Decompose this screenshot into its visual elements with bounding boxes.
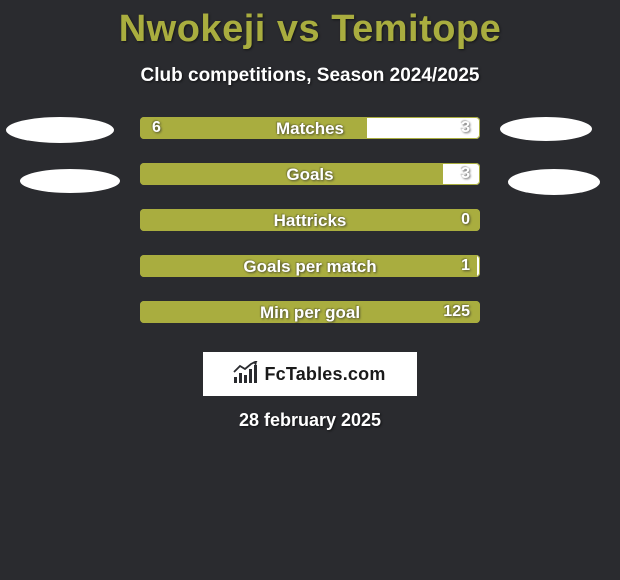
date-text: 28 february 2025 xyxy=(0,410,620,431)
stat-label: Min per goal xyxy=(140,303,480,323)
stat-row: 125Min per goal xyxy=(0,301,620,347)
stat-label: Matches xyxy=(140,119,480,139)
stat-row: 1Goals per match xyxy=(0,255,620,301)
stat-label: Goals per match xyxy=(140,257,480,277)
chart-icon xyxy=(234,365,258,383)
logo-box: FcTables.com xyxy=(203,352,417,396)
stat-row: 3Goals xyxy=(0,163,620,209)
stat-row: 0Hattricks xyxy=(0,209,620,255)
page-title: Nwokeji vs Temitope xyxy=(0,0,620,51)
subtitle: Club competitions, Season 2024/2025 xyxy=(0,65,620,87)
stat-label: Hattricks xyxy=(140,211,480,231)
stat-label: Goals xyxy=(140,165,480,185)
comparison-chart: 63Matches3Goals0Hattricks1Goals per matc… xyxy=(0,117,620,347)
stat-row: 63Matches xyxy=(0,117,620,163)
logo-text: FcTables.com xyxy=(264,364,385,385)
